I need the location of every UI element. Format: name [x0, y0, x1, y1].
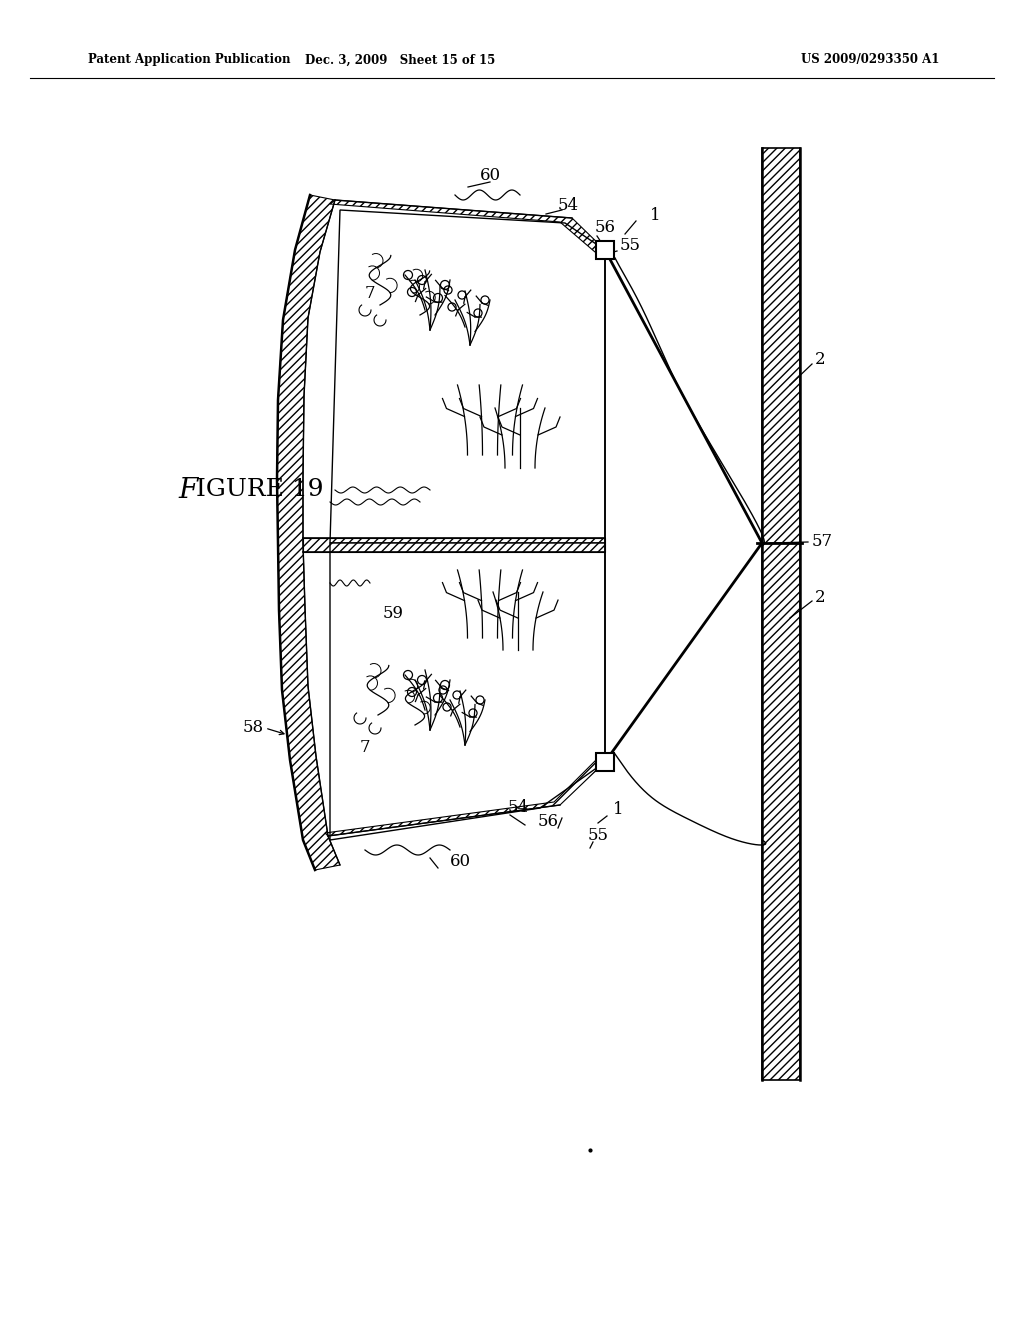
Polygon shape — [596, 242, 614, 259]
Text: 56: 56 — [595, 219, 615, 236]
Polygon shape — [596, 752, 614, 771]
Text: 7: 7 — [359, 739, 371, 756]
Polygon shape — [330, 210, 605, 543]
Text: 7: 7 — [365, 285, 376, 301]
Text: US 2009/0293350 A1: US 2009/0293350 A1 — [801, 54, 939, 66]
Text: Patent Application Publication: Patent Application Publication — [88, 54, 291, 66]
Text: 54: 54 — [508, 800, 528, 817]
Text: 60: 60 — [479, 166, 501, 183]
Polygon shape — [330, 543, 605, 840]
Text: 56: 56 — [538, 813, 558, 830]
Text: Dec. 3, 2009   Sheet 15 of 15: Dec. 3, 2009 Sheet 15 of 15 — [305, 54, 496, 66]
Text: 59: 59 — [383, 605, 403, 622]
Text: 55: 55 — [588, 828, 608, 845]
Text: 1: 1 — [649, 206, 660, 223]
Text: 2: 2 — [815, 351, 825, 368]
Text: 54: 54 — [557, 197, 579, 214]
Text: 55: 55 — [620, 236, 640, 253]
Text: IGURE 19: IGURE 19 — [196, 479, 324, 502]
Text: 1: 1 — [612, 801, 624, 818]
Text: 58: 58 — [243, 719, 263, 737]
Text: 2: 2 — [815, 589, 825, 606]
Text: 57: 57 — [811, 533, 833, 550]
Text: F: F — [178, 477, 198, 503]
Text: 60: 60 — [450, 854, 471, 870]
